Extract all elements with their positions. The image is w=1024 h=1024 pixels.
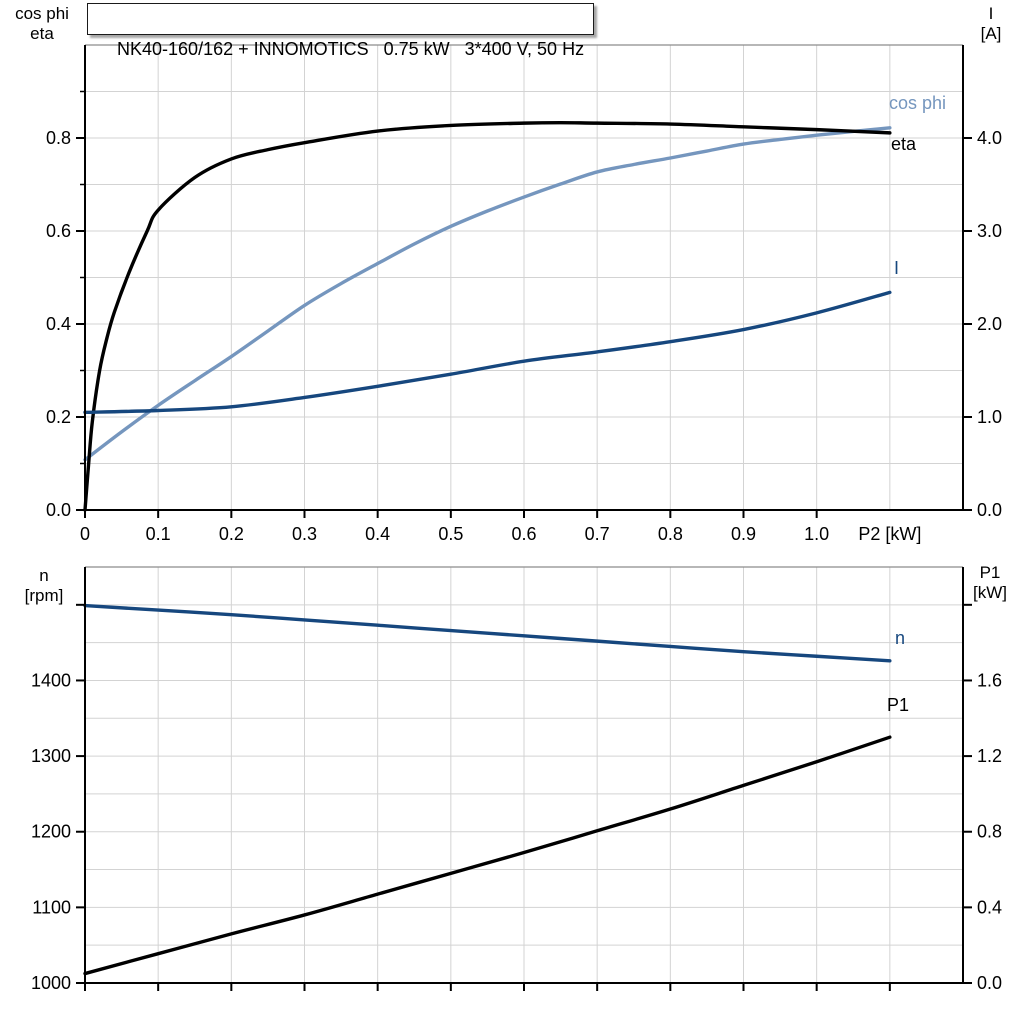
curve-label-p1: P1	[887, 695, 910, 715]
left-tick-label: 1200	[31, 822, 71, 842]
left-tick-label: 0.8	[46, 128, 71, 148]
left-tick-label: 0.6	[46, 221, 71, 241]
right-axis-title-line1: P1	[979, 563, 1001, 582]
right-axis-title-line2: [A]	[980, 24, 1002, 43]
x-tick-label: 0.5	[438, 524, 463, 544]
right-tick-label: 0.4	[977, 897, 1002, 917]
right-tick-label: 3.0	[977, 221, 1002, 241]
left-axis-title-line2: eta	[30, 24, 54, 43]
x-tick-label: 0.6	[511, 524, 536, 544]
x-tick-label: 0.7	[585, 524, 610, 544]
left-tick-label: 0.0	[46, 500, 71, 520]
right-tick-label: 0.0	[977, 973, 1002, 993]
right-tick-label: 2.0	[977, 314, 1002, 334]
curve-i	[83, 290, 892, 415]
curve-label-eta: eta	[891, 134, 917, 154]
left-tick-label: 1400	[31, 670, 71, 690]
x-tick-label: 0.2	[219, 524, 244, 544]
curve-label-cos-phi: cos phi	[889, 93, 947, 113]
chart-title-box: NK40-160/162 + INNOMOTICS 0.75 kW 3*400 …	[87, 3, 595, 59]
x-tick-label: 0	[80, 524, 90, 544]
left-axis-title-line1: cos phi	[15, 4, 69, 23]
curve-label-speed: n	[895, 628, 906, 648]
x-tick-label: 1.0	[804, 524, 829, 544]
top-chart: 0 0.1 0.2 0.3 0.4 0.5 0.6 0.7 0.8 0.9 1.0 P2 [kW] 0.…	[46, 44, 1002, 544]
x-tick-label: 0.8	[658, 524, 683, 544]
curve-eta	[83, 120, 892, 512]
top-left-axis-title: cos phi eta	[0, 4, 84, 44]
left-tick-label: 1100	[32, 897, 71, 917]
x-tick-label: 0.4	[365, 524, 390, 544]
x-tick-label: 0.3	[292, 524, 317, 544]
left-tick-label: 1000	[31, 973, 71, 993]
left-axis-title-line1: n	[39, 566, 49, 585]
bottom-right-axis-title: P1 [kW]	[957, 563, 1023, 603]
x-tick-label: 0.9	[731, 524, 756, 544]
bottom-chart: 1000 1100 1200 1300 1400 0.0 0.4 0.8 1.2 1.6	[31, 566, 1002, 993]
curve-cos-phi	[83, 126, 892, 462]
curve-n	[83, 603, 892, 663]
left-tick-label: 0.2	[46, 407, 71, 427]
right-tick-label: 0.0	[977, 500, 1002, 520]
right-tick-label: 4.0	[977, 128, 1002, 148]
right-tick-label: 1.0	[977, 407, 1002, 427]
x-tick-label: 0.1	[146, 524, 171, 544]
right-axis-title-line1: I	[988, 4, 994, 23]
x-axis-title: P2 [kW]	[858, 524, 921, 544]
left-axis-title-line2: [rpm]	[24, 586, 64, 605]
curve-label-current: I	[894, 258, 900, 278]
left-tick-label: 0.4	[46, 314, 71, 334]
right-tick-label: 1.6	[977, 670, 1002, 690]
top-right-axis-title: I [A]	[958, 4, 1024, 44]
bottom-left-axis-title: n [rpm]	[4, 566, 84, 606]
curve-p1	[83, 735, 892, 976]
left-tick-label: 1300	[31, 746, 71, 766]
right-axis-title-line2: [kW]	[973, 583, 1007, 602]
chart-title: NK40-160/162 + INNOMOTICS 0.75 kW 3*400 …	[117, 39, 585, 59]
right-tick-label: 1.2	[977, 746, 1002, 766]
right-tick-label: 0.8	[977, 822, 1002, 842]
